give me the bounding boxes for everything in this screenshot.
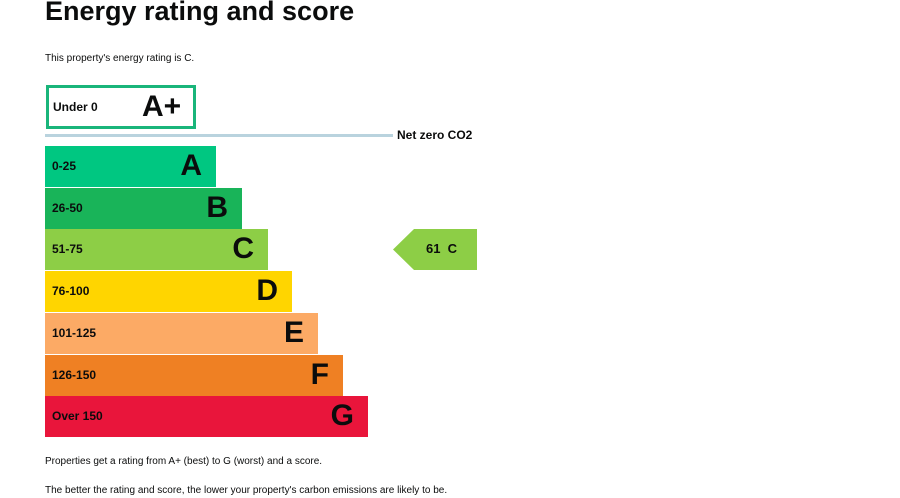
band-range: 76-100 [52,284,90,299]
band-letter: A [180,149,202,182]
band-f: 126-150 F [45,354,343,396]
band-letter: G [330,399,354,433]
band-range: Under 0 [53,100,98,114]
footer-text-2: The better the rating and score, the low… [45,485,448,496]
band-letter: A+ [142,90,182,123]
current-rating-label: 61 C [426,241,458,256]
band-letter: D [256,274,278,308]
page-title: Energy rating and score [45,0,355,26]
band-range: Over 150 [52,409,103,424]
band-a-plus: Under 0 A+ [46,85,196,129]
band-letter: E [283,315,304,349]
band-range: 0-25 [52,159,77,173]
net-zero-label: Net zero CO2 [397,128,473,142]
footer-text-1: Properties get a rating from A+ (best) t… [45,456,323,467]
net-zero-line [45,134,393,137]
band-letter: F [310,357,329,391]
band-range: 26-50 [52,200,83,215]
band-range: 126-150 [52,367,97,382]
band-d: 76-100 D [45,271,292,313]
band-range: 101-125 [52,325,97,340]
band-b: 26-50 B [45,187,242,229]
band-e: 101-125 E [45,312,318,354]
band-letter: C [232,232,254,266]
band-range: 51-75 [52,242,83,257]
band-letter: B [206,190,228,224]
band-a: 0-25 A [45,146,216,187]
current-rating-arrow: 61 C [393,229,477,270]
band-c: 51-75 C [45,229,268,271]
intro-text: This property's energy rating is C. [45,53,195,64]
band-g: Over 150 G [45,396,368,438]
